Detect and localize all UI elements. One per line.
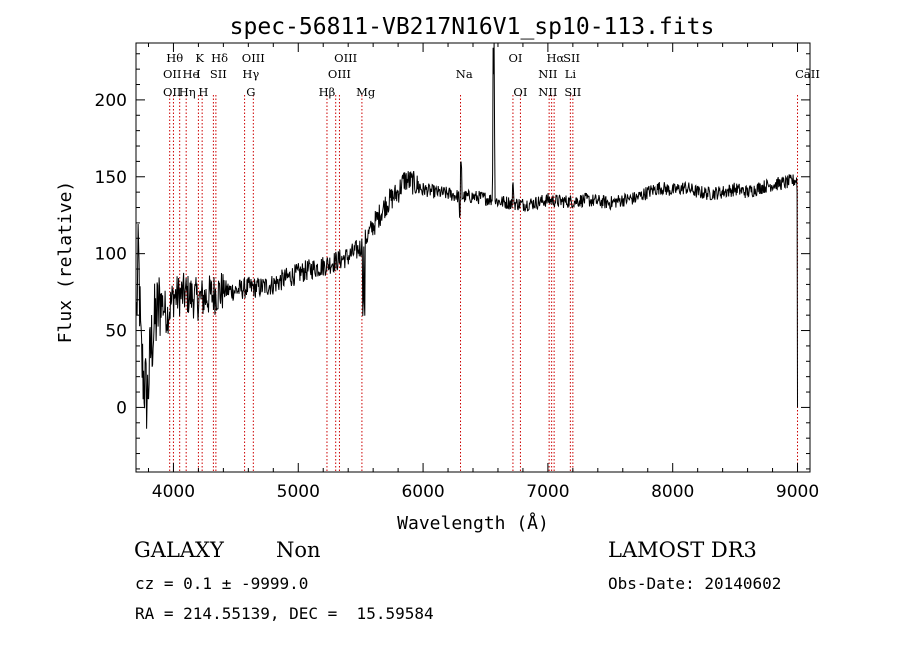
redshift-cz: cz = 0.1 ± -9999.0 <box>135 574 309 593</box>
x-tick-labels: 4000 5000 6000 7000 8000 9000 <box>152 482 819 502</box>
line-marker-label: Hη <box>179 85 196 99</box>
y-tick-label: 100 <box>95 245 127 265</box>
line-marker-label: Hθ <box>166 51 183 65</box>
line-marker-label: OIII <box>242 51 265 65</box>
line-marker-label: H <box>198 85 208 99</box>
x-tick-label: 7000 <box>526 482 569 502</box>
y-tick-label: 0 <box>116 398 127 418</box>
x-tick-label: 9000 <box>776 482 819 502</box>
survey-label: LAMOST DR3 <box>608 538 757 562</box>
line-marker-label: Na <box>456 67 473 81</box>
plot-frame <box>135 42 811 473</box>
object-class: GALAXY <box>134 538 224 562</box>
line-marker-label: SII <box>564 85 581 99</box>
y-tick-labels: 0 50 100 150 200 <box>95 91 127 419</box>
y-tick-label: 50 <box>105 322 127 342</box>
line-marker-label: NII <box>538 85 557 99</box>
line-marker-label: OIII <box>334 51 357 65</box>
line-marker-label: Li <box>565 67 577 81</box>
line-marker-label: Hγ <box>242 67 259 81</box>
line-marker-label: OI <box>513 85 527 99</box>
line-marker-label: He <box>182 67 199 81</box>
line-marker-label: K <box>195 51 204 65</box>
x-tick-label: 5000 <box>277 482 320 502</box>
obs-date: Obs-Date: 20140602 <box>608 574 782 593</box>
y-tick-label: 150 <box>95 168 127 188</box>
line-marker-label: Mg <box>356 85 376 99</box>
spectrum-chart: spec-56811-VB217N16V1_sp10-113.fits Hθ K H… <box>55 14 820 534</box>
line-marker-label: OIII <box>328 67 351 81</box>
line-marker-label: Hβ <box>319 85 336 99</box>
line-marker-label: SII <box>210 67 227 81</box>
coordinates: RA = 214.55139, DEC = 15.59584 <box>135 604 434 623</box>
line-marker-label: I <box>196 67 201 81</box>
line-marker-label: OII <box>163 85 182 99</box>
x-tick-label: 6000 <box>401 482 444 502</box>
x-axis-label: Wavelength (Å) <box>397 512 549 534</box>
y-axis-label: Flux (relative) <box>55 181 76 344</box>
line-marker-label: Hα <box>546 51 564 65</box>
x-tick-label: 4000 <box>152 482 195 502</box>
line-markers <box>169 95 799 472</box>
chart-title: spec-56811-VB217N16V1_sp10-113.fits <box>230 14 715 40</box>
y-tick-label: 200 <box>95 91 127 111</box>
spectrum-line <box>136 42 798 429</box>
object-subclass: Non <box>276 538 321 562</box>
line-marker-label: NII <box>538 67 557 81</box>
line-marker-label: SII <box>563 51 580 65</box>
line-marker-label: Hδ <box>211 51 228 65</box>
axis-ticks <box>136 43 810 472</box>
line-marker-label: OI <box>508 51 522 65</box>
x-tick-label: 8000 <box>651 482 694 502</box>
line-marker-label: OII <box>163 67 182 81</box>
line-marker-label: G <box>246 85 255 99</box>
line-marker-label: CaII <box>795 67 820 81</box>
